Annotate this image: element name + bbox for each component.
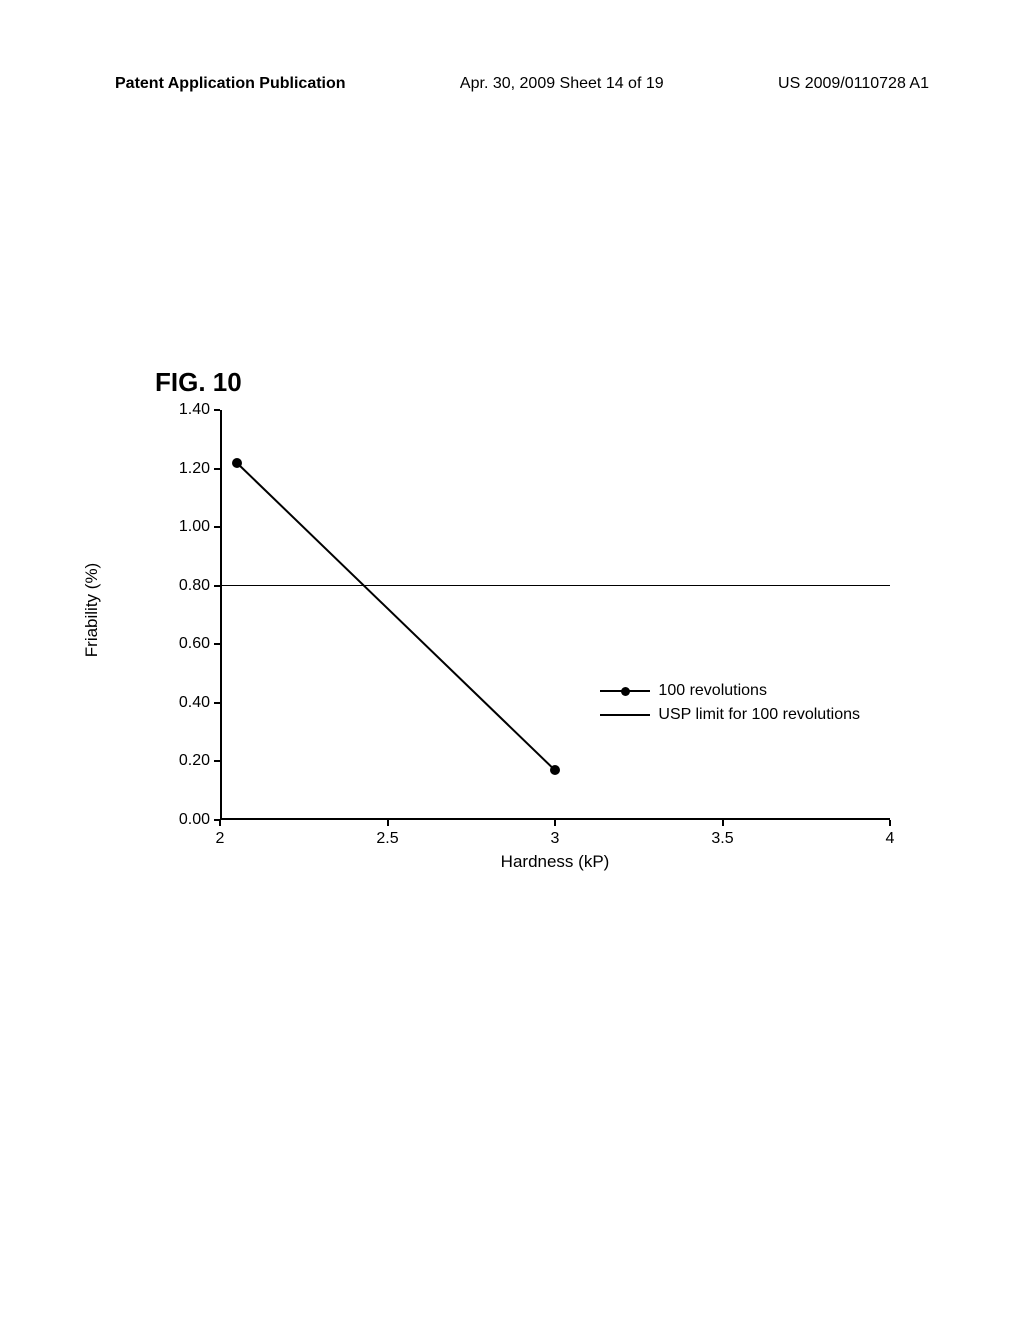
chart-legend: 100 revolutions USP limit for 100 revolu…: [600, 682, 860, 730]
page-header: Patent Application Publication Apr. 30, …: [0, 75, 1024, 93]
y-tick: [214, 468, 220, 470]
x-tick: [722, 820, 724, 826]
x-tick: [387, 820, 389, 826]
series-line: [236, 462, 556, 771]
circle-marker-icon: [621, 687, 630, 696]
y-tick-label: 0.00: [165, 811, 210, 829]
y-axis-label: Friability (%): [82, 563, 102, 657]
x-tick: [554, 820, 556, 826]
figure-title: FIG. 10: [155, 367, 242, 398]
legend-label-series: 100 revolutions: [658, 682, 767, 700]
x-tick-label: 2: [216, 830, 225, 848]
y-tick-label: 1.40: [165, 401, 210, 419]
x-tick-label: 3.5: [711, 830, 733, 848]
legend-marker-series: [600, 690, 650, 692]
x-tick-label: 4: [886, 830, 895, 848]
y-tick: [214, 585, 220, 587]
y-tick-label: 0.40: [165, 694, 210, 712]
y-tick-label: 1.00: [165, 518, 210, 536]
y-tick-label: 0.20: [165, 752, 210, 770]
legend-marker-limit: [600, 714, 650, 716]
x-tick-label: 2.5: [376, 830, 398, 848]
data-point: [232, 458, 242, 468]
friability-chart: Friability (%) 0.000.200.400.600.801.001…: [135, 395, 905, 885]
y-tick: [214, 702, 220, 704]
x-tick: [889, 820, 891, 826]
header-left: Patent Application Publication: [115, 75, 346, 93]
x-axis-label: Hardness (kP): [501, 852, 610, 872]
data-point: [550, 765, 560, 775]
header-right: US 2009/0110728 A1: [778, 75, 929, 93]
x-tick: [219, 820, 221, 826]
legend-row-limit: USP limit for 100 revolutions: [600, 706, 860, 724]
legend-row-series: 100 revolutions: [600, 682, 860, 700]
y-tick: [214, 643, 220, 645]
y-tick-label: 0.60: [165, 635, 210, 653]
y-tick-label: 0.80: [165, 577, 210, 595]
usp-limit-line: [222, 585, 890, 587]
y-tick: [214, 409, 220, 411]
plot-area: 0.000.200.400.600.801.001.201.4022.533.5…: [220, 410, 890, 820]
legend-label-limit: USP limit for 100 revolutions: [658, 706, 860, 724]
y-tick: [214, 526, 220, 528]
y-axis-line: [220, 410, 222, 820]
header-center: Apr. 30, 2009 Sheet 14 of 19: [460, 75, 664, 93]
x-tick-label: 3: [551, 830, 560, 848]
y-tick: [214, 760, 220, 762]
y-tick-label: 1.20: [165, 460, 210, 478]
